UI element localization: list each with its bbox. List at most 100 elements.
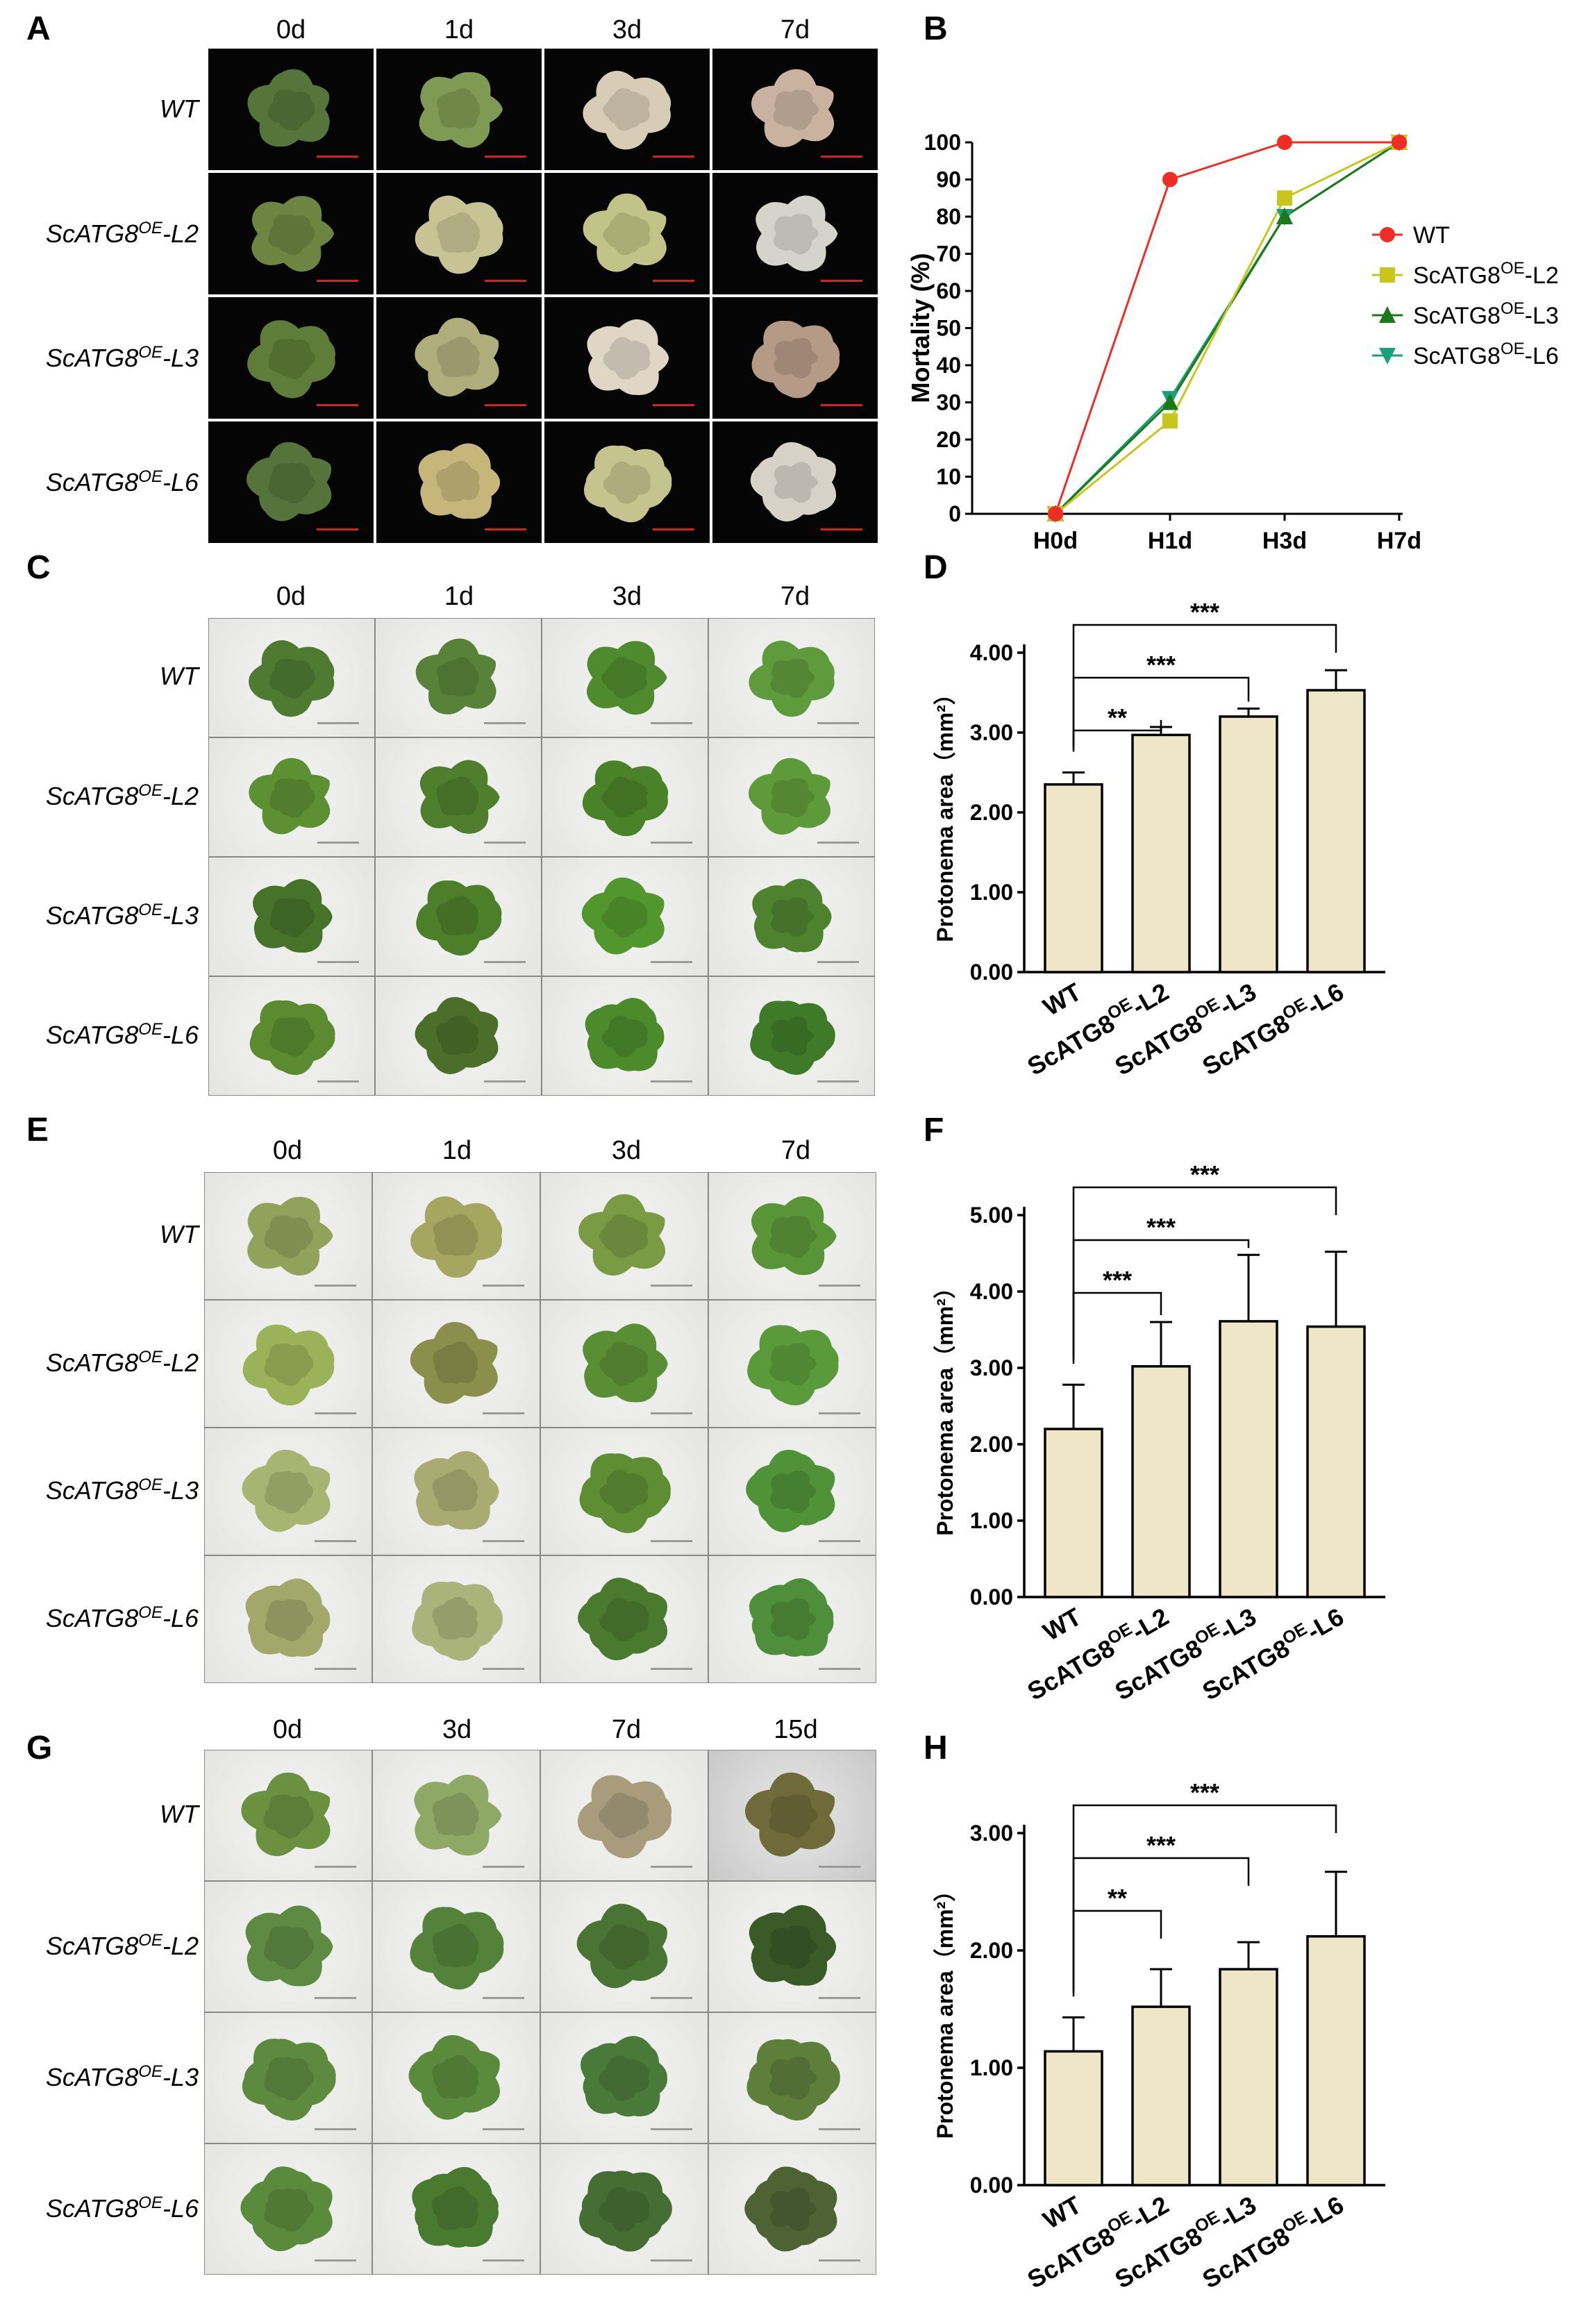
row-label-suffix: -L6 [162,2193,199,2223]
photo-cell [205,1750,371,1880]
moss-sample-shade [599,1341,649,1387]
y-tick-label: 50 [936,316,961,341]
x-tick-label-base: ScATG8 [1197,1633,1294,1705]
significance-label: *** [1190,598,1219,626]
moss-sample-image [750,442,837,521]
photo-cell [373,1750,540,1880]
moss-sample-shade [263,1925,315,1970]
significance-bracket [1072,1909,1162,1997]
moss-sample-shade [436,336,480,378]
x-tick-label: WT [1038,1602,1086,1646]
scale-bar [315,1866,356,1868]
significance-bracket [1072,1804,1337,1990]
bar [1306,689,1366,973]
moss-sample-shade [263,1794,314,1839]
row-label-base: ScATG8 [45,1476,139,1505]
photo-cell [209,619,374,737]
photo-cell [709,858,874,976]
scale-bar [315,1997,356,1999]
scale-bar [817,1080,859,1082]
row-label-g-1: ScATG8OE-L2 [18,1931,199,1961]
photo-grid-g [204,1750,876,2275]
photo-cell [541,2144,708,2274]
moss-sample-image [412,2166,499,2248]
row-label-sup: OE [138,1348,162,1366]
scale-bar [485,528,526,530]
moss-sample-shade [264,1344,314,1387]
panel-letter-a: A [26,10,51,47]
photo-cell [208,173,374,294]
column-label-g-1: 3d [442,1715,472,1744]
photo-cell [205,1301,371,1427]
row-label-e-3: ScATG8OE-L6 [18,1603,199,1633]
data-point [1380,267,1395,283]
moss-sample [583,1323,668,1403]
y-tick-label: 2.00 [970,800,1013,825]
moss-sample-shade [774,337,819,379]
row-label-base: ScATG8 [45,1348,139,1377]
legend-label: WT [1413,222,1450,249]
column-label-g-0: 0d [272,1715,303,1744]
bar [1131,733,1191,973]
series-line [1054,141,1399,515]
legend-label: ScATG8OE-L6 [1413,340,1559,369]
legend-label-sup: OE [1501,340,1525,358]
moss-sample-image [755,195,838,271]
legend-label-base: WT [1413,222,1450,249]
y-tick-label: 3.00 [970,720,1013,745]
scale-bar [317,1080,359,1082]
moss-sample [242,2039,336,2121]
photo-cell [709,977,874,1095]
panel-letter-h: H [924,1730,948,1766]
moss-sample [414,1451,499,1530]
moss-sample-shade [264,2188,314,2232]
row-label-sup: OE [138,342,162,362]
legend-label-base: ScATG8 [1413,343,1501,369]
moss-sample [414,1774,502,1856]
bar [1306,1934,1366,2187]
scale-bar [315,2128,356,2130]
scale-bar [653,280,694,282]
row-label-c-1: ScATG8OE-L2 [18,781,199,811]
scale-bar [819,1412,860,1414]
moss-sample-shade [601,657,647,699]
moss-sample [576,1903,668,1989]
data-point [1162,413,1178,429]
moss-sample [410,1196,503,1278]
moss-sample [408,2034,500,2120]
y-tick-label: 0.00 [970,960,1013,985]
legend-label-base: ScATG8 [1413,262,1501,289]
moss-sample-image [410,1196,503,1278]
row-label-suffix: -L3 [162,901,199,930]
x-tick-label-suffix: -L2 [1127,2190,1174,2234]
moss-sample-image [408,2034,500,2120]
photo-cell [376,421,542,543]
y-tick-label: 90 [936,167,961,192]
moss-sample-shade [436,657,479,696]
moss-sample-image [749,758,830,835]
moss-sample [583,70,671,150]
moss-sample-shade [603,212,651,256]
scale-bar [651,1412,692,1414]
moss-sample-image [242,2039,336,2121]
moss-sample-shade [435,460,480,502]
moss-sample-image [247,1196,333,1276]
moss-sample-shade [599,1924,649,1970]
column-label-a-3: 7d [780,15,810,44]
panel-letter-g: G [26,1730,53,1766]
scale-bar [483,1285,524,1287]
legend-label-sup: OE [1501,259,1525,278]
row-label-suffix: -L3 [162,343,199,372]
moss-sample-image [586,641,667,715]
photo-cell [542,738,708,856]
x-tick-label-base: ScATG8 [1022,1633,1119,1705]
row-label-base: WT [160,1799,199,1828]
column-label-e-1: 1d [442,1136,472,1165]
x-tick-label-suffix: -L2 [1127,1602,1174,1646]
column-label-g-2: 7d [611,1715,642,1744]
moss-sample [251,196,335,272]
row-label-suffix: -L3 [162,1476,199,1505]
moss-sample [579,1453,671,1533]
y-tick-label: 2.00 [970,1938,1013,1963]
moss-sample [747,1325,839,1406]
